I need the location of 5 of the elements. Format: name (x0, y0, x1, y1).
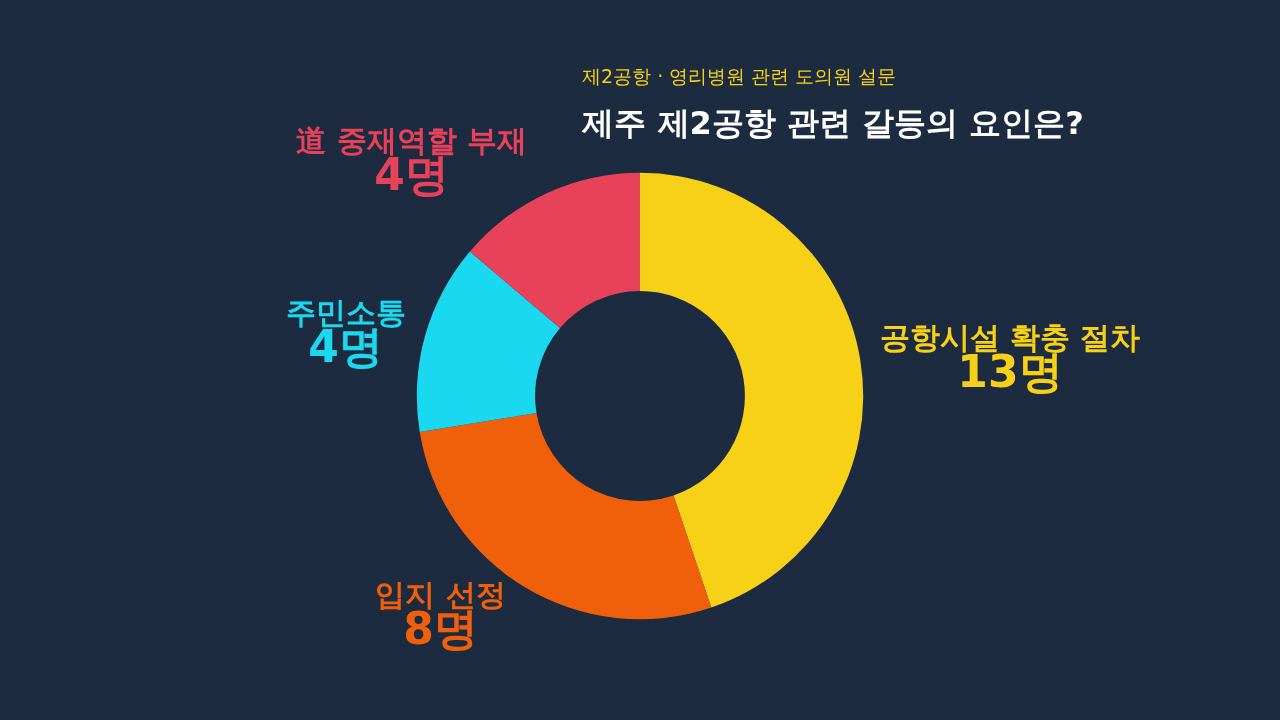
chart-title: 제주 제2공항 관련 갈등의 요인은? (581, 103, 1084, 142)
donut-slice (640, 172, 864, 608)
donut-slice (469, 172, 640, 329)
donut-slice (416, 251, 561, 433)
chart-subtitle: 제2공항 · 영리병원 관련 도의원 설문 (582, 65, 897, 87)
